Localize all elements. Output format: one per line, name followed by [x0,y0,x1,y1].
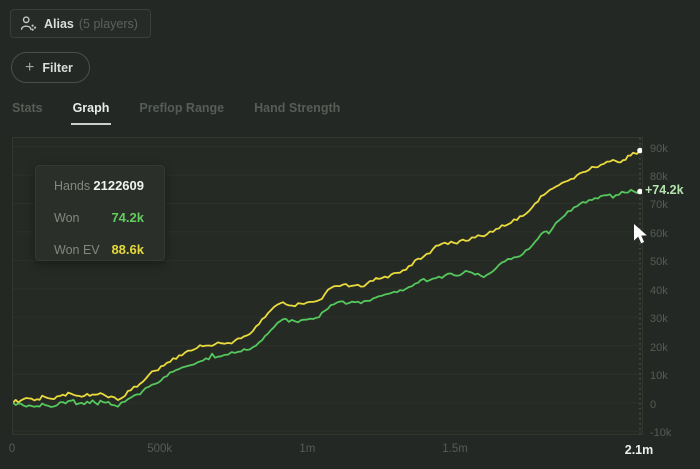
x-axis-label: 500k [147,443,173,455]
x-axis-label-current: 2.1m [624,443,654,457]
series-end-dot [637,188,642,195]
y-axis-label: 80k [650,171,668,183]
plus-icon: + [25,58,35,76]
series-end-dot [637,147,642,154]
tab-preflop-range[interactable]: Preflop Range [139,101,225,115]
tooltip-value-hands: 2122609 [93,178,144,193]
series-line-won [13,188,641,408]
tab-bar: Stats Graph Preflop Range Hand Strength [10,101,342,125]
tooltip-label: Won [54,211,80,225]
filter-label: Filter [42,60,73,75]
y-axis-label: 0 [650,398,657,411]
tab-hand-strength[interactable]: Hand Strength [254,101,341,115]
tooltip-value-won: 74.2k [111,210,144,225]
tooltip-value-won-ev: 88.6k [111,242,144,257]
tooltip-row-won: Won 74.2k [54,210,144,225]
x-axis-label: 1.5m [442,443,468,455]
tooltip-row-hands: Hands 2122609 [54,178,144,193]
y-axis-label: 70k [650,199,668,212]
tooltip-label: Won EV [54,243,100,257]
players-icon [20,16,37,31]
tooltip-row-won-ev: Won EV 88.6k [54,242,144,257]
alias-chip[interactable]: Alias (5 players) [10,9,151,38]
tab-stats[interactable]: Stats [12,101,43,115]
y-axis-label: -10k [650,427,672,440]
alias-name: Alias [44,16,74,31]
y-axis-label: 60k [650,227,668,240]
tooltip-label: Hands [54,179,91,193]
tab-graph[interactable]: Graph [70,101,112,125]
y-axis-label: 40k [650,284,668,297]
y-axis-label: 30k [650,313,668,326]
x-axis-label: 1m [299,443,316,455]
alias-player-count: (5 players) [78,16,138,31]
hover-tooltip: Hands 2122609 Won 74.2k Won EV 88.6k [35,165,165,261]
series-line-won-ev [13,149,641,404]
filter-button[interactable]: + Filter [11,52,90,83]
y-axis-label: 90k [650,142,668,155]
current-won-label: +74.2k [645,182,684,197]
y-axis-label: 50k [650,256,668,269]
y-axis-label: 20k [650,341,668,354]
y-axis-label: 10k [650,370,668,383]
x-axis-label: 0 [8,443,16,455]
